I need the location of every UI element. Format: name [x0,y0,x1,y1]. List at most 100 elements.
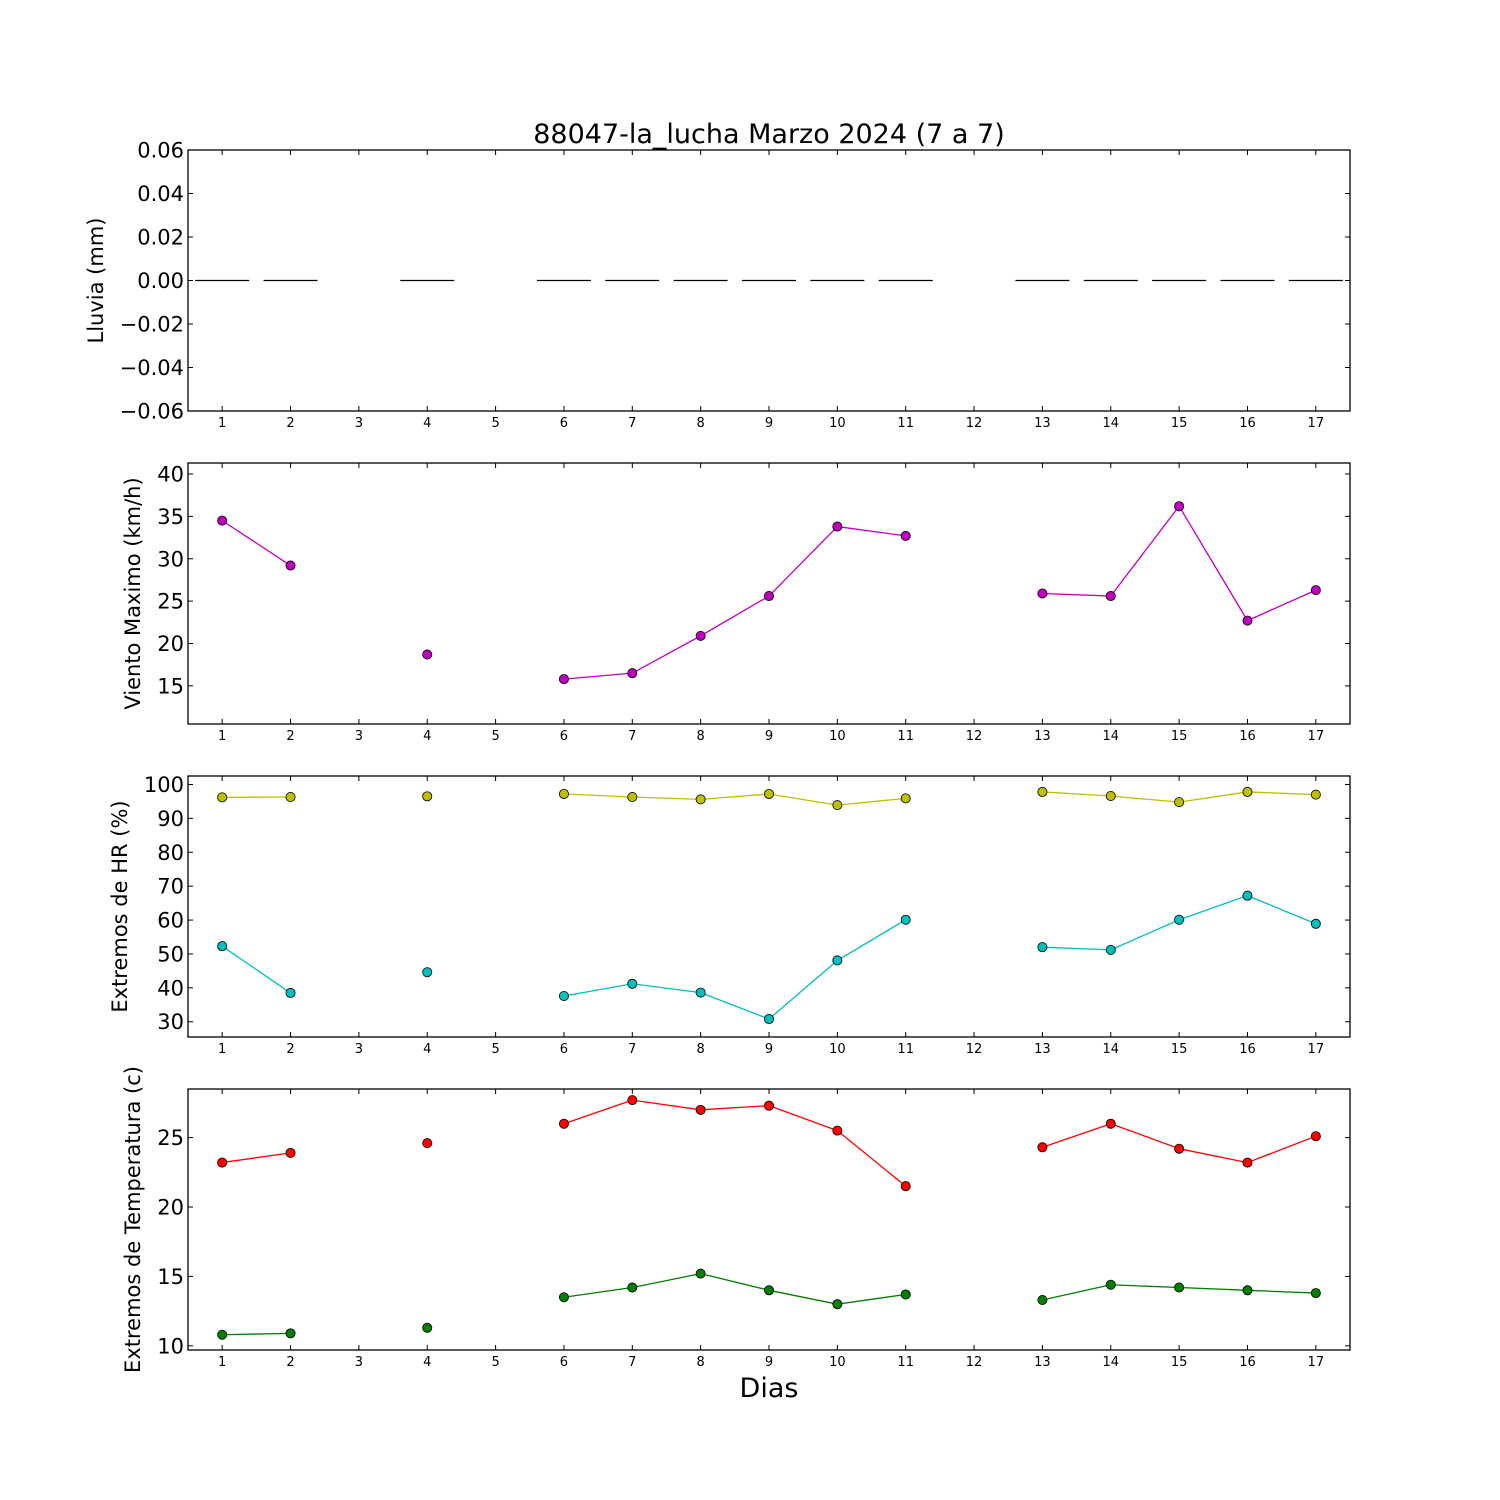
series-line-segment [1042,1284,1111,1301]
data-point [627,1282,638,1293]
x-tick-label: 13 [1034,1042,1051,1057]
data-point [695,1104,706,1115]
x-tick-label: 3 [355,1042,363,1057]
series-line-segment [1110,919,1180,951]
y-tick-label: 0.00 [137,269,184,293]
x-tick-label: 4 [423,1042,431,1057]
y-axis-label: Lluvia (mm) [84,218,108,344]
x-tick-label: 11 [897,1042,914,1057]
x-tick-label: 1 [218,1355,226,1370]
x-tick-label: 5 [491,1355,499,1370]
x-tick-label: 13 [1034,1355,1051,1370]
y-tick-label: 10 [157,1334,184,1358]
data-point [764,788,775,799]
x-axis-label: Dias [740,1373,799,1404]
x-tick-label: 14 [1102,729,1119,744]
data-point [900,793,911,804]
plot-frame [187,775,1351,1038]
x-tick-label: 6 [560,1042,568,1057]
data-point [1242,1157,1253,1168]
data-point [695,794,706,805]
x-tick-label: 13 [1034,729,1051,744]
series-line-segment [222,1332,291,1336]
series-line-segment [222,1152,291,1164]
data-point [1242,1285,1253,1296]
x-tick-label: 8 [697,416,705,431]
data-point [217,1157,228,1168]
data-point [1174,1143,1185,1154]
x-tick-label: 9 [765,1042,773,1057]
series-line-segment [221,945,291,994]
series-line-segment [632,1273,701,1289]
x-tick-label: 17 [1308,729,1325,744]
x-tick-label: 14 [1102,1042,1119,1057]
series-line-segment [632,796,701,801]
series-line-segment [563,983,633,997]
series-line-segment [1042,791,1111,797]
series-line-segment [837,525,906,537]
data-point [1242,890,1253,901]
series-line-segment [700,1105,770,1111]
series-line-segment [1178,1148,1248,1164]
y-tick-label: 40 [157,976,184,1000]
series-line-segment [837,797,906,806]
data-point [627,1095,638,1106]
x-tick-label: 2 [286,416,294,431]
series-line-segment [1247,1135,1317,1164]
data-point [764,1285,775,1296]
y-tick-label: 20 [157,632,184,656]
data-point [832,1299,843,1310]
y-axis-label: Extremos de HR (%) [108,800,132,1012]
x-tick-label: 6 [560,729,568,744]
x-tick-label: 11 [897,416,914,431]
x-tick-label: 7 [628,1042,636,1057]
y-axis-label: Extremos de Temperatura (c) [121,1066,145,1373]
data-point [422,967,433,978]
series-2 [217,1268,1321,1340]
data-point [1310,918,1321,929]
y-tick-label: 25 [157,1126,184,1150]
x-tick-label: 7 [628,729,636,744]
x-tick-label: 1 [218,729,226,744]
series-line-segment [632,983,701,994]
x-tick-label: 10 [829,1355,846,1370]
y-tick-label: 70 [157,875,184,899]
data-point [217,792,228,803]
y-tick-label: 30 [157,547,184,571]
y-tick-label: −0.02 [120,313,184,337]
data-point [1310,585,1321,596]
series-line-segment [1178,505,1249,621]
series-line-segment [700,991,770,1020]
series-line-segment [563,793,633,798]
y-tick-label: 25 [157,590,184,614]
series-line-segment [1042,592,1111,597]
x-tick-label: 12 [966,1355,983,1370]
series-line-segment [768,1289,838,1305]
x-tick-label: 2 [286,729,294,744]
series-line-segment [563,1286,633,1298]
x-tick-label: 16 [1239,1355,1256,1370]
data-point [422,649,433,660]
data-point [285,1328,296,1339]
data-point [1037,786,1048,797]
data-point [1037,942,1048,953]
data-point [627,668,638,679]
data-point [1174,914,1185,925]
data-point [900,530,911,541]
data-point [558,674,569,685]
data-point [285,560,296,571]
y-tick-label: −0.06 [120,400,184,424]
series-line-segment [563,1099,633,1125]
series-line-segment [1179,791,1248,803]
x-tick-label: 2 [286,1355,294,1370]
data-point [1242,615,1253,626]
data-point [764,1014,775,1025]
data-point [558,1118,569,1129]
data-point [1242,786,1253,797]
data-point [1037,588,1048,599]
y-axis-label: Viento Maximo (km/h) [121,477,145,709]
x-tick-label: 13 [1034,416,1051,431]
y-tick-label: 80 [157,841,184,865]
plot-frame [187,1088,1351,1351]
